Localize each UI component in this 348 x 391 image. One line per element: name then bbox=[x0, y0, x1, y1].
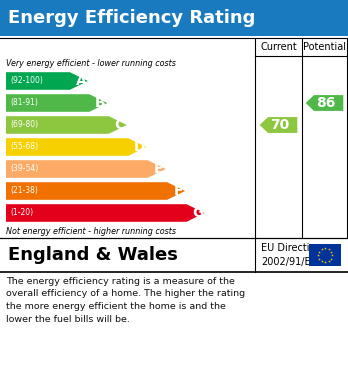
Bar bbox=[309, 244, 341, 266]
Text: (69-80): (69-80) bbox=[10, 120, 38, 129]
Polygon shape bbox=[6, 138, 146, 156]
Polygon shape bbox=[6, 116, 127, 134]
Text: 70: 70 bbox=[270, 118, 290, 132]
Text: C: C bbox=[114, 118, 125, 132]
Text: B: B bbox=[95, 96, 106, 110]
Text: F: F bbox=[173, 184, 183, 198]
Polygon shape bbox=[6, 182, 185, 200]
Text: (81-91): (81-91) bbox=[10, 99, 38, 108]
Polygon shape bbox=[306, 95, 343, 111]
Text: Energy Efficiency Rating: Energy Efficiency Rating bbox=[8, 9, 255, 27]
Bar bbox=[0, 238, 348, 272]
Text: Very energy efficient - lower running costs: Very energy efficient - lower running co… bbox=[6, 59, 176, 68]
Text: A: A bbox=[76, 74, 86, 88]
Text: Potential: Potential bbox=[303, 42, 346, 52]
Polygon shape bbox=[6, 160, 166, 178]
Text: G: G bbox=[192, 206, 203, 220]
Bar bbox=[0, 0, 348, 36]
Text: (55-68): (55-68) bbox=[10, 142, 38, 151]
Text: The energy efficiency rating is a measure of the
overall efficiency of a home. T: The energy efficiency rating is a measur… bbox=[6, 277, 245, 323]
Polygon shape bbox=[6, 94, 107, 112]
Text: (21-38): (21-38) bbox=[10, 187, 38, 196]
Text: D: D bbox=[134, 140, 145, 154]
Polygon shape bbox=[6, 72, 88, 90]
Text: Current: Current bbox=[260, 42, 297, 52]
Text: E: E bbox=[154, 162, 164, 176]
Text: Not energy efficient - higher running costs: Not energy efficient - higher running co… bbox=[6, 226, 176, 235]
Text: England & Wales: England & Wales bbox=[8, 246, 178, 264]
Text: (92-100): (92-100) bbox=[10, 77, 43, 86]
Text: 86: 86 bbox=[316, 96, 336, 110]
Text: EU Directive
2002/91/EC: EU Directive 2002/91/EC bbox=[261, 244, 321, 267]
Text: (39-54): (39-54) bbox=[10, 165, 38, 174]
Text: (1-20): (1-20) bbox=[10, 208, 33, 217]
Polygon shape bbox=[6, 204, 205, 222]
Polygon shape bbox=[260, 117, 297, 133]
